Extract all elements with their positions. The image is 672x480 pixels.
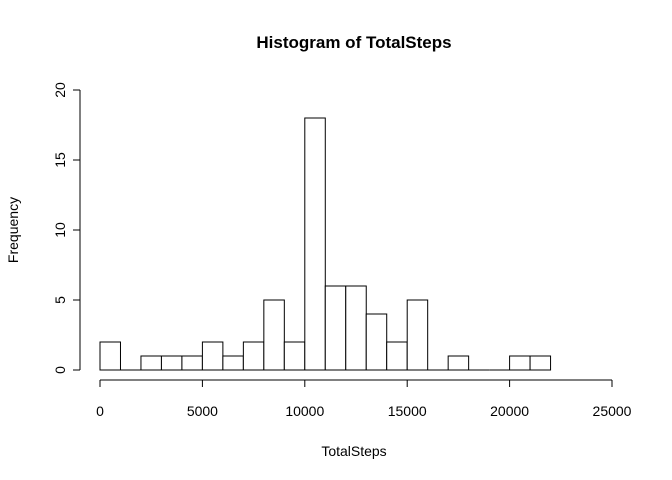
histogram-bar bbox=[181, 355, 203, 371]
histogram-bar bbox=[99, 341, 121, 371]
histogram-bar bbox=[529, 355, 552, 371]
histogram-bar bbox=[160, 355, 183, 371]
histogram-bar bbox=[283, 341, 306, 371]
histogram-bar bbox=[140, 355, 162, 371]
x-tick-label: 10000 bbox=[285, 403, 324, 419]
x-tick-label: 25000 bbox=[593, 403, 632, 419]
histogram-bar bbox=[447, 355, 470, 371]
histogram-bar bbox=[509, 355, 531, 371]
y-tick-label: 15 bbox=[52, 152, 68, 168]
x-axis: 0 5000 10000 15000 20000 25000 bbox=[96, 379, 632, 419]
x-tick-label: 15000 bbox=[388, 403, 427, 419]
histogram-bar bbox=[263, 299, 285, 371]
histogram-bars bbox=[99, 117, 552, 371]
histogram-bar bbox=[345, 285, 367, 371]
histogram-bar bbox=[386, 341, 408, 371]
y-axis-label: Frequency bbox=[5, 197, 21, 263]
x-tick-label: 0 bbox=[96, 403, 104, 419]
histogram-bar bbox=[324, 285, 347, 371]
y-tick-label: 5 bbox=[52, 296, 68, 304]
histogram-bar bbox=[201, 341, 224, 371]
x-tick-label: 20000 bbox=[490, 403, 529, 419]
y-tick-label: 20 bbox=[52, 82, 68, 98]
y-tick-label: 0 bbox=[52, 366, 68, 374]
histogram-bar bbox=[222, 355, 244, 371]
x-tick-label: 5000 bbox=[187, 403, 218, 419]
chart-title: Histogram of TotalSteps bbox=[256, 33, 451, 52]
y-tick-label: 10 bbox=[52, 222, 68, 238]
histogram-bar bbox=[242, 341, 265, 371]
y-axis: 0 5 10 15 20 bbox=[52, 82, 81, 374]
histogram-bar bbox=[406, 299, 429, 371]
histogram-bar bbox=[365, 313, 388, 371]
histogram-bar bbox=[304, 117, 326, 371]
x-axis-label: TotalSteps bbox=[321, 443, 386, 459]
